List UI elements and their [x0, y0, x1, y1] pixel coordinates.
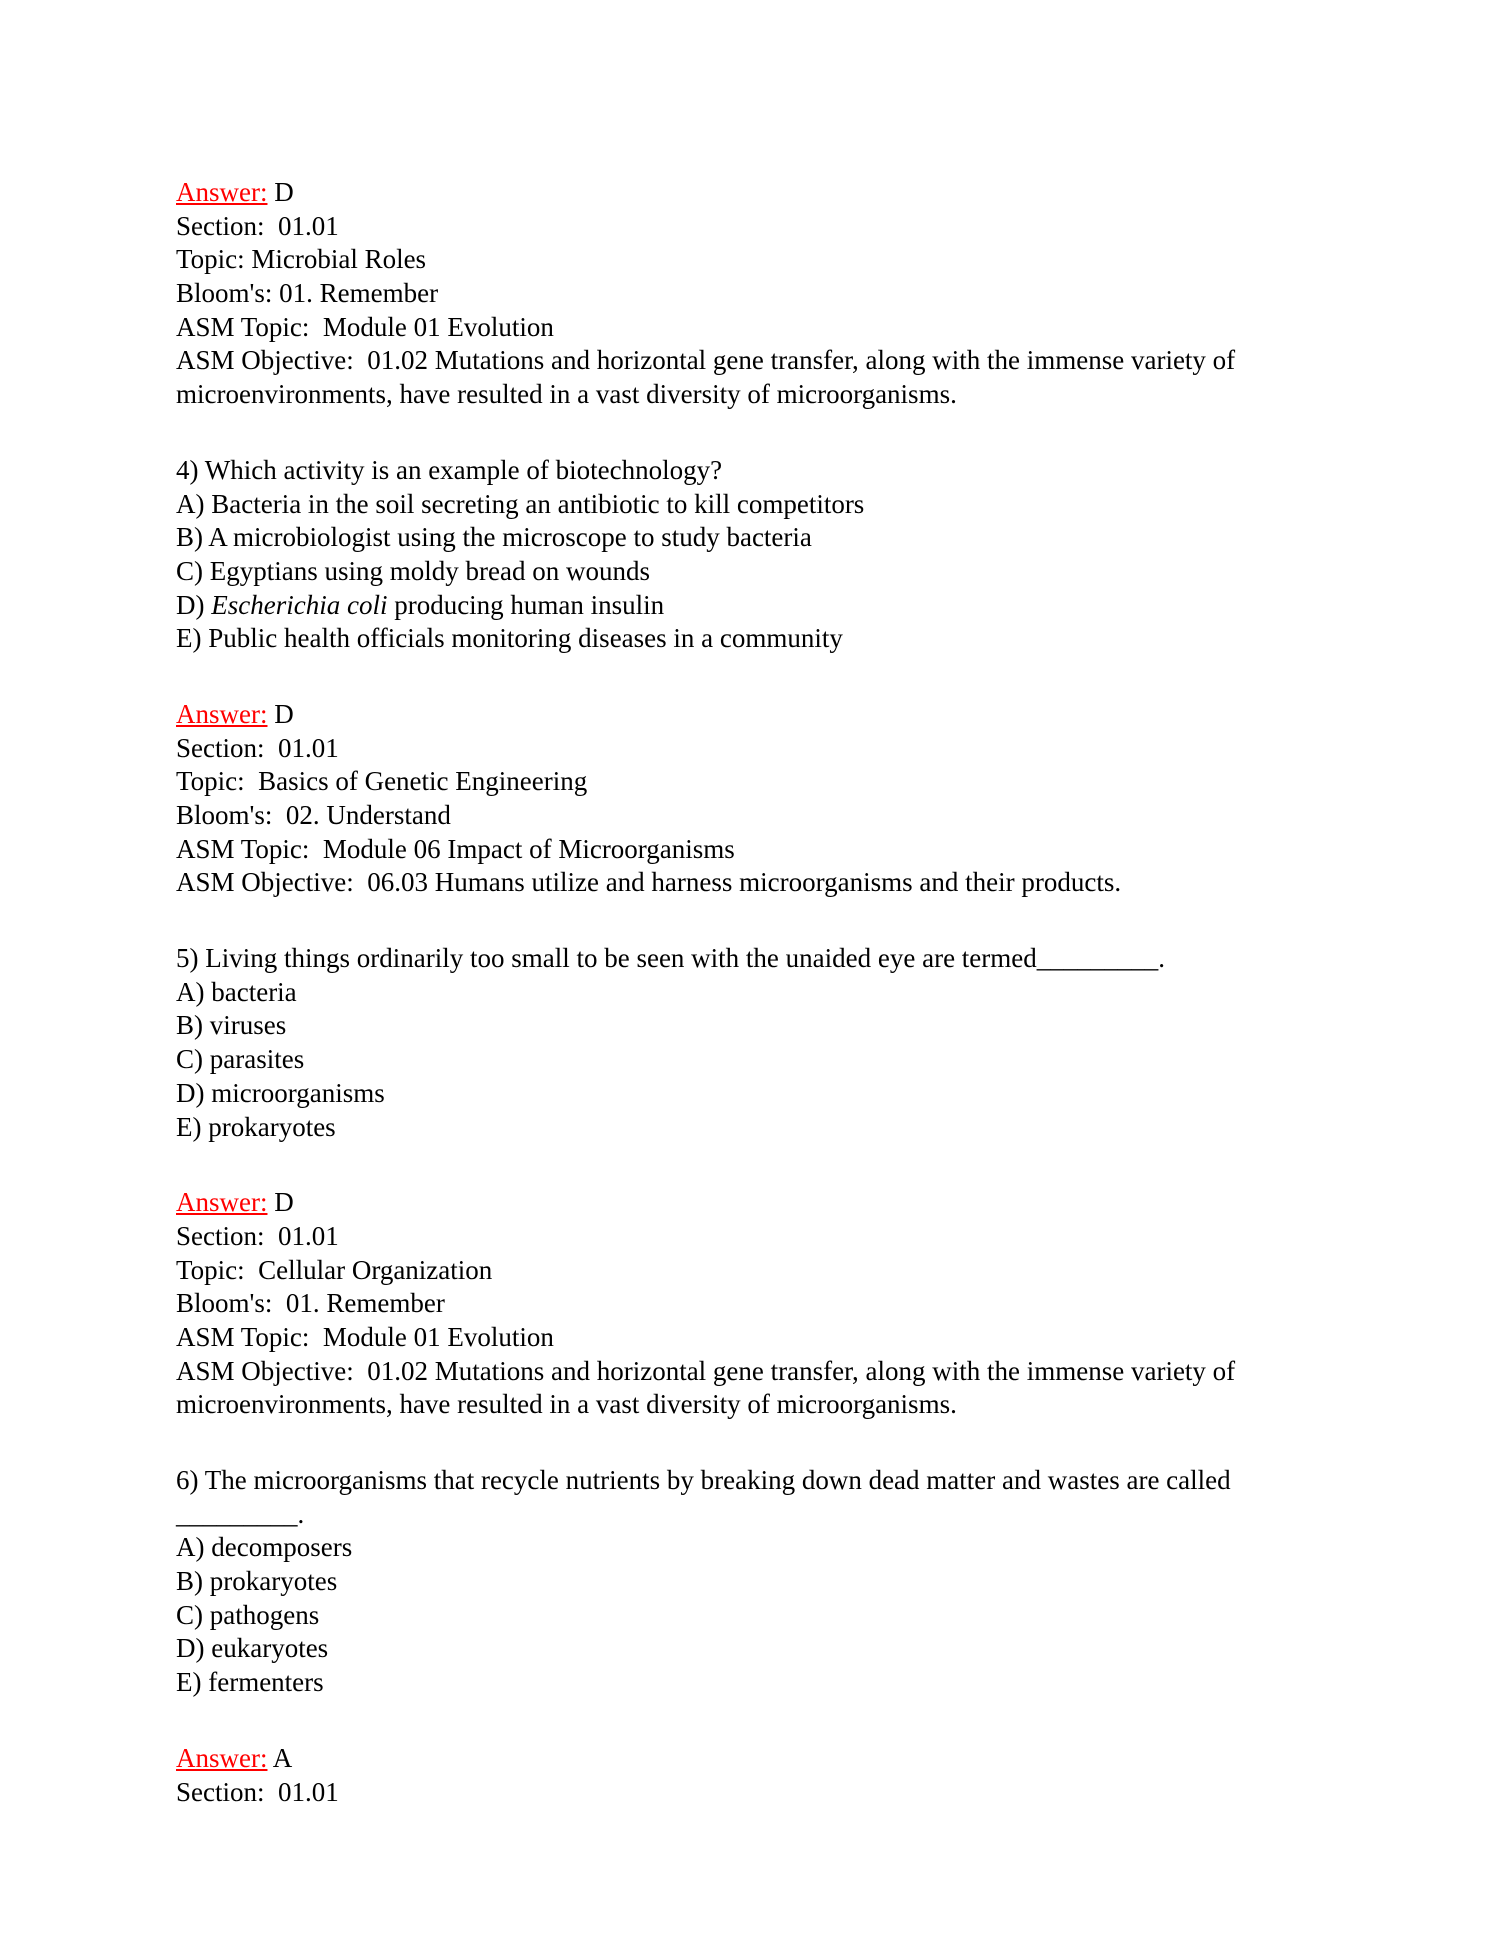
option-line: C) pathogens: [176, 1599, 320, 1630]
option-line: D) eukaryotes: [176, 1633, 329, 1664]
document-page: Answer: D Section: 01.01 Topic: Microbial …: [176, 176, 1336, 1851]
metadata-line: microenvironments, have resulted in a va…: [176, 1389, 957, 1420]
option-line: E) Public health officials monitoring di…: [176, 623, 843, 654]
metadata-line: Section: 01.01: [176, 1776, 339, 1807]
metadata-line: Bloom's: 01. Remember: [176, 1288, 445, 1319]
question-block: 4) Which activity is an example of biote…: [176, 454, 1336, 656]
metadata-line: ASM Objective: 06.03 Humans utilize and …: [176, 867, 1122, 898]
metadata-line: ASM Objective: 01.02 Mutations and horiz…: [176, 345, 1236, 376]
question-text: 5) Living things ordinarily too small to…: [176, 943, 1166, 974]
question-text: 4) Which activity is an example of biote…: [176, 454, 723, 485]
answer-block: Answer: A Section: 01.01: [176, 1742, 1336, 1809]
option-line: A) Bacteria in the soil secreting an ant…: [176, 488, 865, 519]
option-line: E) fermenters: [176, 1667, 324, 1698]
metadata-line: Topic: Microbial Roles: [176, 244, 427, 275]
metadata-line: microenvironments, have resulted in a va…: [176, 379, 957, 410]
metadata-line: Bloom's: 02. Understand: [176, 800, 451, 830]
metadata-line: Bloom's: 01. Remember: [176, 278, 439, 309]
metadata-line: Section: 01.01: [176, 732, 339, 763]
answer-block: Answer: D Section: 01.01 Topic: Cellular O…: [176, 1186, 1336, 1422]
question-block: 5) Living things ordinarily too small to…: [176, 942, 1336, 1144]
metadata-line: ASM Topic: Module 01 Evolution: [176, 311, 554, 342]
answer-line: Answer: D: [176, 176, 1336, 210]
option-prefix: D): [176, 589, 212, 620]
option-line: A) bacteria: [176, 976, 297, 1007]
metadata-line: ASM Objective: 01.02 Mutations and horiz…: [176, 1355, 1236, 1386]
answer-value: A: [272, 1742, 293, 1773]
answer-line: Answer: A: [176, 1742, 1336, 1776]
option-line: B) viruses: [176, 1010, 287, 1041]
metadata-line: Section: 01.01: [176, 210, 339, 241]
answer-value: D: [274, 177, 294, 207]
answer-line: Answer: D: [176, 698, 1336, 732]
option-line: E) prokaryotes: [176, 1111, 336, 1142]
answer-label: Answer:: [176, 1742, 268, 1773]
option-line: A) decomposers: [176, 1532, 353, 1563]
question-block: 6) The microorganisms that recycle nutri…: [176, 1464, 1336, 1700]
answer-value: D: [274, 698, 294, 729]
option-line: C) parasites: [176, 1044, 305, 1075]
answer-block: Answer: D Section: 01.01 Topic: Microbial …: [176, 176, 1336, 412]
option-line: D) microorganisms: [176, 1077, 385, 1108]
metadata-line: Topic: Basics of Genetic Engineering: [176, 766, 588, 797]
answer-label: Answer:: [176, 698, 268, 729]
option-line: _________.: [176, 1498, 305, 1529]
option-line: B) A microbiologist using the microscope…: [176, 522, 812, 553]
metadata-line: Topic: Cellular Organization: [176, 1254, 493, 1285]
metadata-line: ASM Topic: Module 01 Evolution: [176, 1321, 554, 1352]
answer-label: Answer:: [176, 1187, 268, 1218]
species-name: Escherichia coli: [211, 589, 388, 620]
option-line: B) prokaryotes: [176, 1566, 338, 1597]
option-line: C) Egyptians using moldy bread on wounds: [176, 555, 650, 586]
answer-label: Answer:: [176, 177, 268, 207]
option-text: producing human insulin: [387, 589, 665, 620]
answer-value: D: [274, 1187, 294, 1218]
option-line: D) Escherichia coli producing human insu…: [176, 589, 1336, 623]
answer-line: Answer: D: [176, 1186, 1336, 1220]
metadata-line: Section: 01.01: [176, 1220, 339, 1251]
answer-block: Answer: D Section: 01.01 Topic: Basics of …: [176, 698, 1336, 900]
metadata-line: ASM Topic: Module 06 Impact of Microorga…: [176, 833, 735, 864]
question-text: 6) The microorganisms that recycle nutri…: [176, 1465, 1231, 1495]
